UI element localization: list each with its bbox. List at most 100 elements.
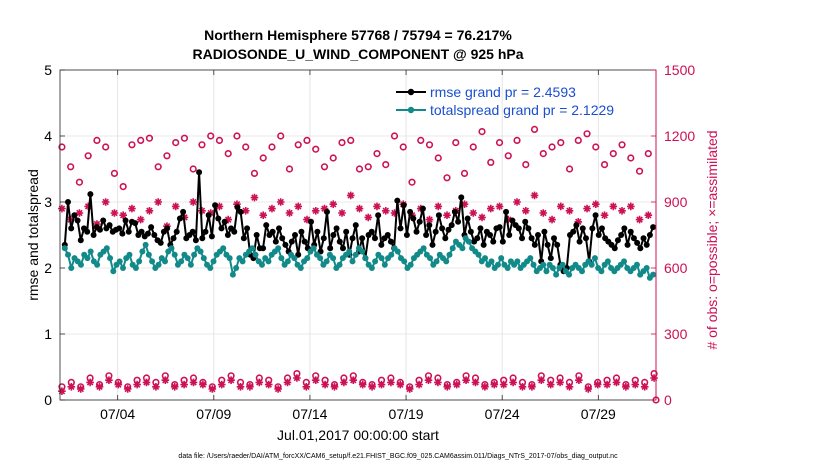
obs-possible-marker [84, 152, 92, 160]
x-tick-label: 07/09 [196, 406, 231, 422]
totalspread-point [197, 248, 204, 255]
rmse-point [397, 225, 404, 232]
rmse-point [634, 239, 641, 246]
rmse-point [224, 232, 231, 238]
totalspread-point [540, 261, 547, 268]
obs-possible-marker [487, 158, 495, 166]
totalspread-point [103, 245, 110, 252]
obs-assimilated-marker [644, 211, 653, 219]
obs-assimilated-marker [198, 207, 206, 215]
obs-possible-marker [600, 161, 609, 169]
obs-assimilated-marker [101, 198, 110, 206]
rmse-point [253, 232, 260, 238]
obs-possible-marker [93, 136, 101, 144]
totalspread-point [588, 261, 595, 268]
rmse-point [244, 225, 251, 232]
obs-possible-marker [259, 154, 267, 162]
totalspread-point [488, 258, 495, 265]
totalspread-point [252, 251, 259, 258]
obs-possible-marker [215, 136, 224, 144]
obs-assimilated-marker [390, 209, 399, 217]
obs-possible-marker [443, 174, 451, 182]
rmse-point [423, 232, 430, 238]
totalspread-point [178, 258, 185, 265]
totalspread-point [643, 265, 650, 271]
obs-possible-marker [338, 139, 346, 147]
rmse-point [343, 228, 350, 235]
obs-assimilated-marker [250, 193, 259, 202]
rmse-point [439, 225, 446, 232]
obs-possible-marker [609, 150, 617, 158]
rmse-point [359, 235, 366, 242]
totalspread-point [126, 251, 133, 258]
rmse-point [122, 217, 129, 224]
obs-assimilated-marker [86, 378, 94, 387]
totalspread-point [200, 255, 207, 262]
obs-assimilated-marker [170, 383, 179, 391]
x-tick-label: 07/24 [485, 406, 520, 422]
totalspread-point [84, 255, 91, 262]
rmse-point [132, 220, 139, 227]
obs-assimilated-marker [603, 380, 611, 389]
obs-assimilated-marker [635, 215, 644, 224]
y-tick-label: 0 [44, 392, 52, 408]
rmse-point [487, 232, 494, 238]
rmse-point [643, 241, 650, 248]
plot-area [60, 70, 656, 400]
rmse-point [157, 239, 164, 246]
obs-assimilated-marker [199, 380, 207, 389]
obs-assimilated-marker [425, 215, 434, 224]
obs-possible-marker [452, 139, 460, 147]
rmse-point [589, 225, 596, 232]
obs-possible-marker [644, 150, 652, 158]
rmse-point [189, 228, 196, 235]
x-tick-label: 07/14 [292, 406, 327, 422]
totalspread-point [168, 245, 175, 252]
obs-assimilated-marker [583, 204, 591, 213]
obs-assimilated-marker [340, 378, 348, 387]
obs-assimilated-marker [208, 385, 217, 393]
rmse-point [282, 241, 289, 248]
y2-tick-label: 1200 [664, 128, 695, 144]
rmse-point [164, 225, 171, 232]
rmse-point [499, 238, 506, 245]
x-tick-label: 07/19 [389, 406, 424, 422]
totalspread-point [275, 245, 282, 252]
obs-possible-marker [154, 163, 162, 171]
rmse-point [547, 255, 554, 262]
obs-possible-marker [627, 154, 635, 162]
rmse-point [419, 205, 426, 212]
totalspread-point [149, 258, 156, 265]
rmse-point [621, 225, 628, 232]
obs-assimilated-marker [136, 215, 145, 224]
obs-assimilated-marker [593, 380, 602, 389]
rmse-point [327, 245, 334, 252]
obs-assimilated-marker [330, 383, 339, 391]
y-tick-label: 5 [44, 62, 52, 78]
obs-assimilated-marker [171, 202, 180, 211]
rmse-point [215, 215, 222, 222]
totalspread-point [323, 258, 330, 265]
totalspread-point [449, 245, 456, 252]
rmse-point [624, 241, 631, 248]
totalspread-point [291, 255, 298, 262]
obs-possible-marker [460, 169, 469, 177]
totalspread-point [207, 265, 214, 271]
obs-possible-marker [390, 132, 399, 140]
rmse-point [292, 232, 299, 238]
totalspread-point [494, 261, 501, 268]
rmse-point [144, 230, 151, 237]
obs-assimilated-marker [539, 209, 548, 217]
rmse-point [84, 228, 91, 235]
obs-assimilated-marker [486, 204, 495, 213]
totalspread-point [68, 265, 75, 271]
totalspread-point [378, 255, 385, 262]
rmse-point [410, 215, 417, 222]
totalspread-point [388, 251, 395, 258]
obs-assimilated-marker [321, 380, 329, 389]
y2-tick-label: 900 [664, 194, 688, 210]
totalspread-point [142, 241, 149, 248]
totalspread-point [136, 258, 143, 265]
rmse-point [330, 232, 337, 238]
totalspread-point [258, 261, 265, 268]
